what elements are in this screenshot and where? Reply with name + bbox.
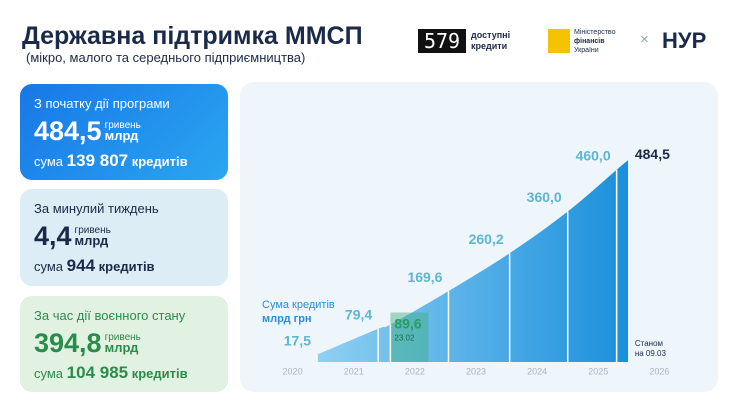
- x-tick-label: 2020: [283, 366, 303, 376]
- x-tick-label: 2025: [588, 366, 608, 376]
- unit-bottom: млрд: [104, 127, 139, 143]
- ministry-line: фінансів: [574, 38, 605, 45]
- count-row: сума 139 807 кредитів: [34, 151, 214, 171]
- partner-logo: НУР: [662, 28, 707, 53]
- units: гривень млрд: [74, 224, 111, 248]
- amount-row: 4,4 гривень млрд: [34, 221, 214, 252]
- ministry-emblem: [548, 29, 570, 53]
- amount: 394,8: [34, 328, 102, 358]
- count-unit: кредитів: [131, 154, 188, 169]
- ministry-text: Міністерство фінансів України: [574, 28, 615, 55]
- card: З початку дії програми 484,5 гривень млрд…: [20, 84, 228, 180]
- subtitle: (мікро, малого та середнього підприємниц…: [26, 50, 306, 65]
- count-prefix: сума: [34, 259, 64, 274]
- end-note: на 09.03: [635, 349, 667, 358]
- card: За час дії воєнного стану 394,8 гривень м…: [20, 296, 228, 392]
- value-label: 260,2: [469, 231, 504, 247]
- amount-row: 394,8 гривень млрд: [34, 328, 214, 359]
- x-tick-label: 2021: [344, 366, 364, 376]
- value-label: 360,0: [527, 189, 562, 205]
- count: 944: [66, 256, 96, 275]
- units: гривень млрд: [104, 119, 141, 143]
- brand-text: доступні кредити: [471, 30, 510, 52]
- point-note: 23.02: [394, 334, 415, 343]
- count-unit: кредитів: [131, 366, 188, 381]
- count-row: сума 944 кредитів: [34, 256, 214, 276]
- unit-top: гривень: [74, 224, 111, 236]
- count: 104 985: [66, 363, 129, 382]
- highlight-box: [390, 312, 429, 362]
- value-label: 79,4: [345, 307, 372, 323]
- value-label: 484,5: [635, 146, 670, 162]
- value-label: 460,0: [576, 147, 611, 163]
- card-title: За минулий тиждень: [34, 201, 159, 216]
- ministry-line: України: [574, 47, 599, 54]
- unit-top: гривень: [104, 331, 141, 343]
- ministry-line: Міністерство: [574, 29, 616, 36]
- count: 139 807: [66, 151, 129, 170]
- separator: ×: [640, 31, 649, 48]
- title: Державна підтримка ММСП: [22, 22, 363, 50]
- x-tick-label: 2023: [466, 366, 486, 376]
- end-note: Станом: [635, 339, 663, 348]
- annotation: Сума кредитів: [262, 299, 335, 311]
- units: гривень млрд: [104, 331, 141, 355]
- card: За минулий тиждень 4,4 гривень млрд сума …: [20, 189, 228, 286]
- annotation: млрд грн: [262, 313, 312, 325]
- count-prefix: сума: [34, 154, 64, 169]
- brand-line: кредити: [471, 41, 508, 51]
- chart: 2020 2021 2022 2023 2024 2025 2026 17,5 79,4 89,6…: [262, 146, 670, 376]
- unit-bottom: млрд: [74, 232, 109, 248]
- value-label: 89,6: [394, 315, 421, 331]
- value-label: 169,6: [407, 269, 442, 285]
- brand-logo: 579: [418, 29, 466, 53]
- unit-top: гривень: [104, 119, 141, 131]
- x-tick-label: 2026: [649, 366, 669, 376]
- card-title: З початку дії програми: [34, 96, 170, 111]
- card-title: За час дії воєнного стану: [34, 308, 186, 323]
- value-label: 17,5: [284, 332, 311, 348]
- amount-row: 484,5 гривень млрд: [34, 116, 214, 147]
- x-tick-label: 2022: [405, 366, 425, 376]
- count-unit: кредитів: [98, 259, 155, 274]
- x-tick-label: 2024: [527, 366, 547, 376]
- count-row: сума 104 985 кредитів: [34, 363, 214, 383]
- amount: 484,5: [34, 116, 102, 146]
- chart-panel: 2020 2021 2022 2023 2024 2025 2026 17,5 79,4 89,6…: [240, 82, 718, 392]
- amount: 4,4: [34, 221, 72, 251]
- brand-line: доступні: [471, 30, 511, 40]
- unit-bottom: млрд: [104, 339, 139, 355]
- area: [317, 159, 629, 362]
- count-prefix: сума: [34, 366, 64, 381]
